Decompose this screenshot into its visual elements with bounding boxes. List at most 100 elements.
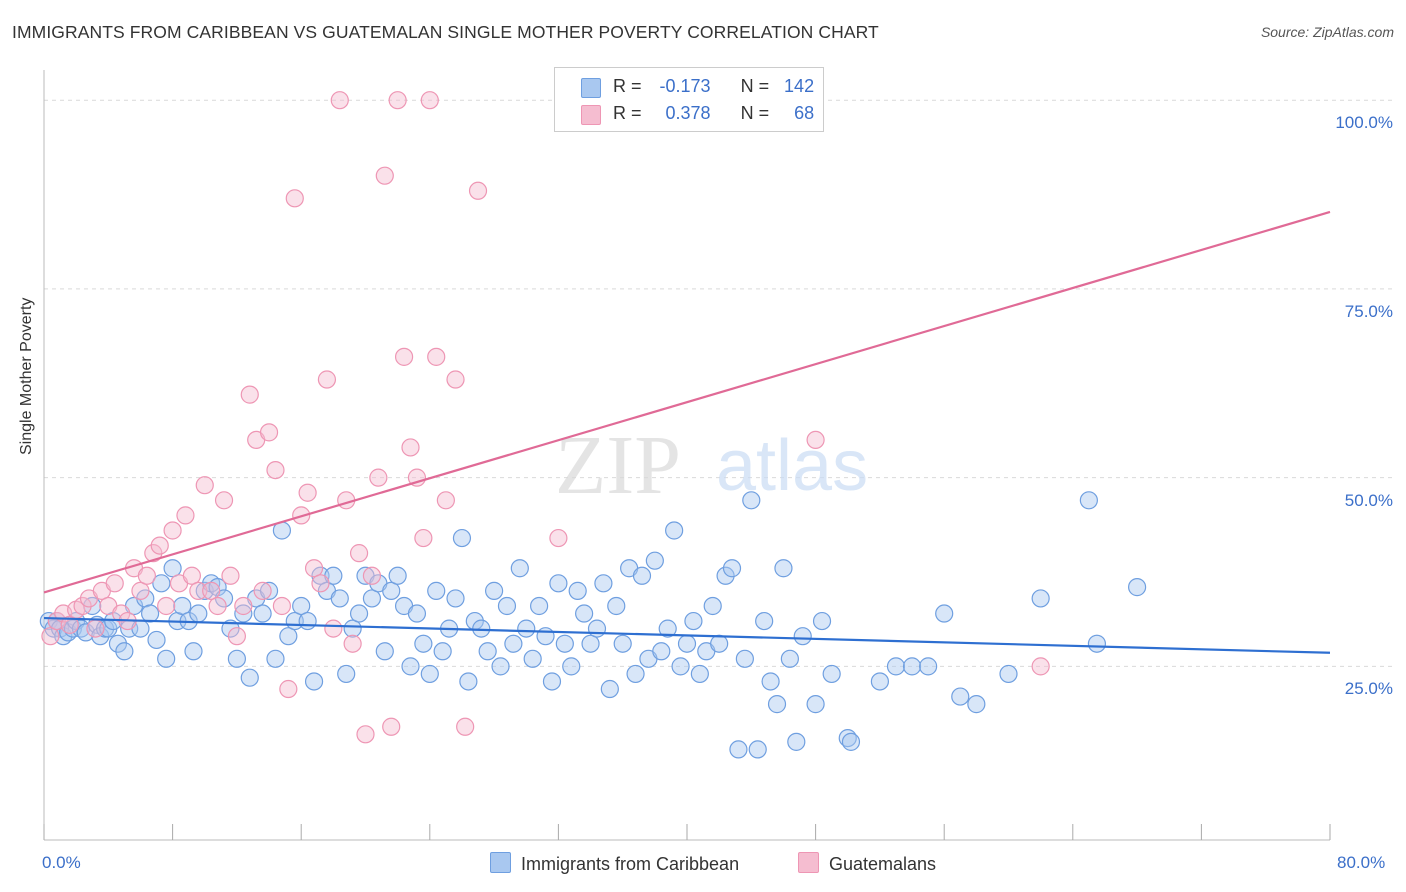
data-point bbox=[349, 604, 369, 623]
data-point bbox=[967, 695, 986, 714]
data-point bbox=[523, 649, 542, 668]
data-point bbox=[581, 634, 600, 653]
data-point bbox=[433, 642, 452, 661]
x-tick-label-min: 0.0% bbox=[42, 853, 81, 872]
data-point bbox=[1031, 657, 1050, 676]
data-point bbox=[414, 634, 433, 653]
data-point bbox=[298, 483, 317, 502]
data-point bbox=[420, 664, 439, 684]
data-point bbox=[285, 189, 304, 208]
data-point bbox=[452, 528, 472, 548]
data-point bbox=[427, 347, 446, 366]
data-point bbox=[394, 347, 414, 366]
data-point bbox=[812, 611, 832, 631]
data-point bbox=[568, 581, 587, 600]
trend-line-guatemalans bbox=[43, 210, 1331, 594]
data-point bbox=[234, 604, 253, 623]
data-point bbox=[60, 615, 79, 634]
data-point bbox=[73, 596, 92, 616]
data-point bbox=[806, 430, 825, 450]
data-point bbox=[375, 166, 394, 185]
legend-n-value-blue: 142 bbox=[784, 76, 815, 96]
data-point bbox=[304, 559, 324, 578]
data-point bbox=[189, 581, 208, 600]
data-point bbox=[382, 717, 401, 736]
data-point bbox=[343, 634, 362, 653]
data-point bbox=[729, 740, 748, 759]
data-point bbox=[549, 528, 568, 548]
data-point bbox=[902, 657, 922, 676]
data-point bbox=[317, 370, 337, 389]
data-point bbox=[375, 642, 394, 661]
data-point bbox=[253, 604, 272, 623]
data-point bbox=[369, 468, 388, 487]
data-point bbox=[468, 181, 488, 200]
y-tick-label: 75.0% bbox=[1344, 301, 1393, 321]
data-point bbox=[173, 596, 192, 616]
data-point bbox=[886, 657, 906, 676]
chart-title: IMMIGRANTS FROM CARIBBEAN VS GUATEMALAN … bbox=[12, 22, 879, 42]
data-point bbox=[793, 627, 812, 646]
data-point bbox=[536, 627, 555, 646]
data-point bbox=[742, 491, 761, 510]
y-tick-label: 50.0% bbox=[1344, 490, 1393, 510]
data-point bbox=[259, 581, 279, 600]
legend-row-pink: R = 0.378 N = 68 bbox=[613, 103, 814, 124]
watermark-zip: ZIP bbox=[555, 419, 681, 512]
data-point bbox=[774, 559, 793, 578]
data-point bbox=[324, 619, 343, 638]
legend-n-label: N = bbox=[740, 76, 770, 96]
data-point bbox=[259, 423, 279, 442]
data-point bbox=[189, 604, 208, 623]
series-caribbean-points bbox=[39, 491, 1147, 759]
data-point bbox=[349, 544, 369, 563]
legend-r-value-pink: 0.378 bbox=[665, 103, 711, 123]
data-point bbox=[1079, 491, 1098, 510]
data-point bbox=[555, 634, 574, 653]
legend-r-label: R = bbox=[613, 76, 642, 96]
data-point bbox=[999, 664, 1018, 684]
data-point bbox=[105, 574, 124, 593]
data-point bbox=[382, 581, 401, 600]
data-point bbox=[478, 642, 497, 661]
data-point bbox=[504, 634, 523, 653]
data-point bbox=[703, 596, 722, 616]
data-point bbox=[806, 695, 825, 714]
data-point bbox=[234, 596, 253, 616]
data-point bbox=[767, 695, 787, 714]
data-point bbox=[710, 634, 729, 653]
legend-swatch-pink bbox=[581, 105, 601, 125]
data-point bbox=[41, 627, 60, 646]
data-point bbox=[147, 630, 166, 650]
data-point bbox=[208, 596, 227, 616]
bottom-legend-label-blue: Immigrants from Caribbean bbox=[521, 854, 740, 874]
data-point bbox=[755, 611, 774, 631]
data-point bbox=[279, 627, 298, 646]
bottom-legend-swatch-blue bbox=[490, 852, 511, 873]
data-point bbox=[748, 740, 767, 759]
data-point bbox=[951, 687, 970, 706]
data-point bbox=[311, 574, 330, 593]
data-point bbox=[446, 370, 465, 389]
data-point bbox=[112, 604, 131, 623]
data-point bbox=[613, 634, 632, 653]
data-point bbox=[407, 604, 427, 623]
data-point bbox=[108, 634, 128, 653]
data-point bbox=[594, 574, 613, 593]
data-point bbox=[272, 596, 292, 616]
data-point bbox=[343, 619, 362, 638]
legend-n-value-pink: 68 bbox=[794, 103, 815, 123]
data-point bbox=[870, 672, 890, 691]
grid-lines bbox=[44, 99, 1392, 667]
data-point bbox=[279, 679, 298, 699]
y-tick-label: 25.0% bbox=[1344, 679, 1393, 699]
data-point bbox=[227, 649, 246, 668]
legend-r-value-blue: -0.173 bbox=[659, 76, 711, 96]
data-point bbox=[735, 649, 754, 668]
data-point bbox=[240, 385, 259, 404]
data-point bbox=[491, 657, 510, 676]
data-point bbox=[214, 491, 234, 510]
data-point bbox=[157, 596, 176, 616]
data-point bbox=[645, 551, 664, 570]
